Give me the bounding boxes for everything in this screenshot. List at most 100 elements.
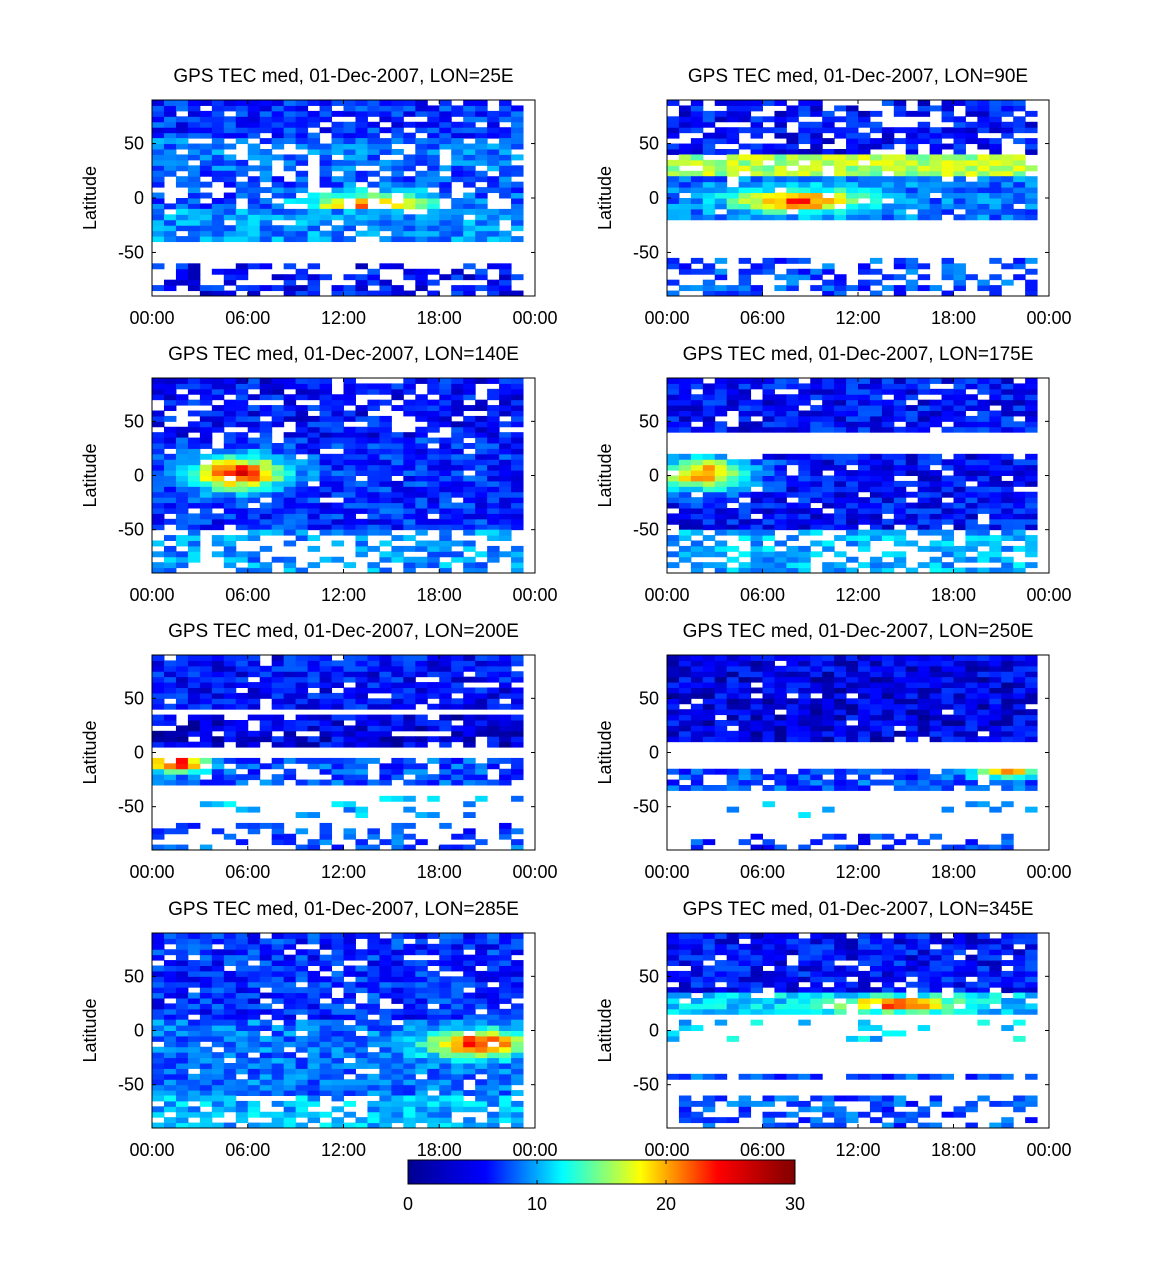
heatmap-cell (858, 730, 871, 737)
heatmap-cell (929, 774, 943, 781)
heatmap-cell (463, 567, 476, 574)
heatmap-cell (738, 687, 752, 694)
heatmap-cell (786, 116, 799, 123)
heatmap-cell (271, 502, 285, 509)
heatmap-cell (487, 757, 500, 764)
heatmap-cell (511, 703, 524, 710)
heatmap-cell (283, 127, 297, 134)
heatmap-cell (307, 192, 321, 199)
heatmap-cell (223, 448, 237, 455)
heatmap-cell (379, 763, 392, 770)
heatmap-cell (463, 518, 476, 525)
heatmap-cell (929, 415, 943, 422)
heatmap-cell (211, 524, 225, 531)
heatmap-cell (678, 453, 692, 460)
heatmap-cell (259, 954, 273, 961)
heatmap-cell (690, 703, 704, 710)
heatmap-cell (893, 394, 907, 401)
heatmap-cell (427, 943, 440, 950)
heatmap-cell (1025, 774, 1038, 781)
heatmap-cell (750, 779, 763, 786)
heatmap-cell (439, 822, 452, 829)
heatmap-cell (702, 709, 716, 716)
heatmap-cell (678, 154, 692, 161)
heatmap-cell (295, 992, 309, 999)
heatmap-cell (391, 725, 404, 732)
heatmap-cell (762, 470, 775, 476)
heatmap-cell (152, 992, 165, 999)
heatmap-cell (367, 562, 380, 569)
heatmap-cell (786, 110, 799, 117)
heatmap-cell (667, 203, 680, 210)
heatmap-cell (187, 399, 201, 406)
heatmap-cell (917, 502, 931, 509)
heatmap-cell (295, 529, 309, 536)
heatmap-cell (881, 562, 895, 569)
heatmap-cell (678, 268, 692, 275)
heatmap-cell (869, 399, 883, 406)
heatmap-cell (463, 524, 476, 531)
heatmap-cell (905, 110, 919, 117)
heatmap-cell (762, 399, 775, 406)
heatmap-cell (343, 170, 356, 177)
heatmap-cell (989, 214, 1002, 221)
heatmap-cell (295, 524, 309, 531)
heatmap-cell (738, 426, 752, 433)
heatmap-cell (463, 828, 476, 835)
heatmap-cell (953, 165, 966, 172)
heatmap-cell (235, 214, 249, 221)
heatmap-cell (487, 692, 500, 699)
heatmap-cell (307, 671, 321, 678)
heatmap-cell (355, 692, 368, 699)
heatmap-cell (259, 513, 273, 520)
heatmap-cell (175, 165, 189, 172)
heatmap-cell (511, 981, 524, 988)
heatmap-cell (247, 1003, 261, 1010)
heatmap-cell (152, 388, 165, 395)
heatmap-cell (247, 480, 261, 487)
heatmap-cell (403, 508, 416, 514)
heatmap-cell (846, 388, 859, 395)
heatmap-cell (965, 127, 978, 134)
heatmap-cell (726, 518, 740, 525)
heatmap-cell (511, 676, 524, 683)
heatmap-cell (798, 132, 811, 139)
heatmap-cell (211, 779, 225, 786)
heatmap-cell (451, 703, 464, 710)
heatmap-cell (965, 497, 978, 504)
heatmap-cell (427, 198, 440, 204)
heatmap-cell (858, 116, 871, 123)
heatmap-cell (283, 464, 297, 471)
heatmap-cell (451, 844, 464, 851)
heatmap-cell (163, 692, 177, 699)
heatmap-cell (439, 943, 452, 950)
heatmap-cell (152, 562, 165, 569)
heatmap-cell (427, 192, 440, 199)
heatmap-cell (834, 176, 847, 183)
heatmap-cell (415, 236, 428, 243)
heatmap-cell (307, 736, 321, 743)
heatmap-cell (977, 475, 990, 482)
heatmap-cell (726, 676, 740, 683)
heatmap-cell (319, 965, 333, 972)
heatmap-cell (965, 203, 978, 210)
heatmap-cell (463, 976, 476, 983)
heatmap-cell (319, 432, 333, 439)
heatmap-cell (822, 110, 835, 117)
heatmap-cell (247, 513, 261, 520)
heatmap-cell (917, 127, 931, 134)
heatmap-cell (355, 100, 368, 106)
heatmap-cell (295, 682, 309, 688)
heatmap-cell (917, 660, 931, 667)
heatmap-cell (774, 720, 787, 726)
y-tick-label: 0 (649, 466, 659, 486)
heatmap-cell (295, 660, 309, 667)
heatmap-cell (487, 524, 500, 531)
heatmap-cell (367, 268, 380, 275)
heatmap-cell (750, 214, 763, 221)
heatmap-cell (869, 513, 883, 520)
heatmap-cell (187, 470, 201, 476)
heatmap-cell (271, 459, 285, 466)
heatmap-cell (810, 524, 823, 531)
